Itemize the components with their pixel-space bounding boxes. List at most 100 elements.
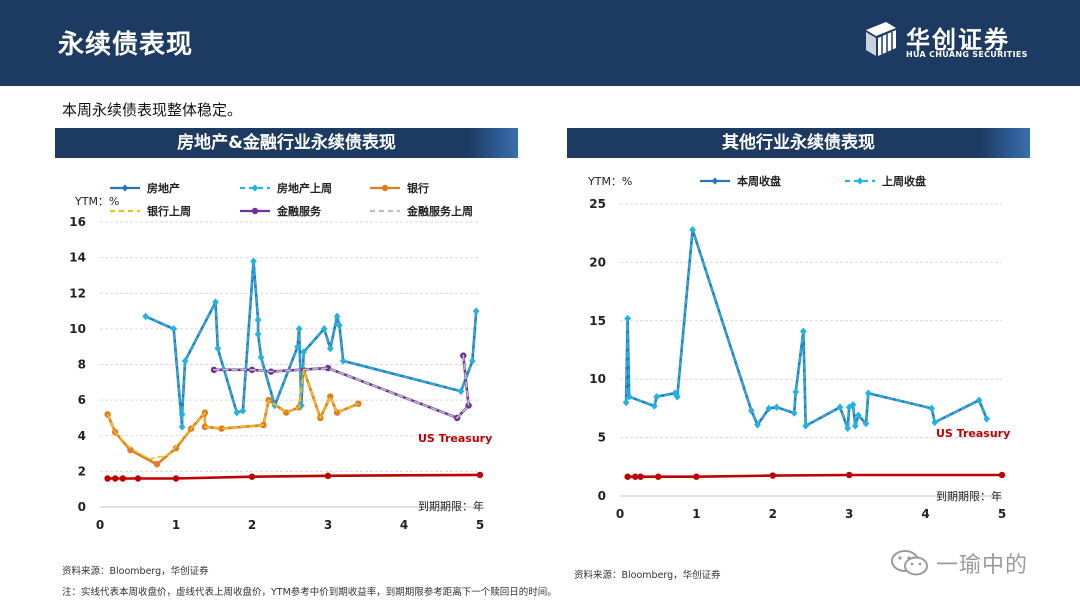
chart1-data-point xyxy=(112,475,119,482)
chart2-data-point xyxy=(651,402,658,410)
chart1-data-point xyxy=(134,475,142,482)
chart1-data-point xyxy=(178,423,186,431)
panel-title-right-text: 其他行业永续债表现 xyxy=(722,133,875,153)
chart1-legend-item-marker xyxy=(381,184,389,192)
chart1-data-point xyxy=(250,257,257,265)
chart2-data-point xyxy=(689,226,696,234)
chart2-x-tick-label: 5 xyxy=(998,507,1006,521)
chart1-data-point xyxy=(119,475,127,482)
chart2-data-point xyxy=(674,393,681,401)
chart2-data-point xyxy=(855,411,862,420)
chart1-data-point xyxy=(333,312,341,321)
chart1-y-axis-title: YTM：% xyxy=(74,195,119,208)
watermark-text: 一瑜中的 xyxy=(936,553,1029,578)
chart1-x-tick-label: 0 xyxy=(96,518,104,532)
chart2-data-point xyxy=(792,388,799,396)
source-note-left: 资料来源：Bloomberg，华创证券 xyxy=(62,566,209,577)
chart1-data-point xyxy=(239,407,247,415)
chart2-legend-item-marker xyxy=(711,177,719,185)
chart1-x-tick-label: 1 xyxy=(172,518,180,532)
watermark: 一瑜中的 xyxy=(890,547,1060,578)
chart1-data-point xyxy=(172,445,180,452)
chart1-series-line xyxy=(213,354,470,419)
chart1-data-point xyxy=(257,353,265,361)
panel-title-left: 房地产&金融行业永续债表现 xyxy=(55,128,518,158)
chart1-data-point xyxy=(340,357,347,365)
chart2-data-point xyxy=(983,415,990,423)
chart2-legend-item-label: 上周收盘 xyxy=(882,174,926,188)
chart1-data-point xyxy=(469,357,476,365)
chart1-data-point xyxy=(181,357,189,365)
chart2-treasury-annotation: US Treasury xyxy=(936,427,1010,440)
chart2-data-point xyxy=(865,389,872,397)
logo-mark-icon xyxy=(866,22,896,56)
chart2-data-point xyxy=(975,396,983,404)
chart2-data-point xyxy=(671,389,679,397)
chart1-data-point xyxy=(336,321,343,329)
chart2-data-point xyxy=(802,422,809,430)
chart2-legend-item-marker xyxy=(856,177,864,185)
chart1-data-point xyxy=(327,344,334,353)
chart1-y-tick-label: 6 xyxy=(78,393,86,407)
chart1-data-point xyxy=(295,325,303,333)
chart1-data-point xyxy=(457,387,465,395)
chart2-data-point xyxy=(655,473,662,480)
chart2-data-point xyxy=(928,404,935,412)
header-bar: 永续债表现 华创证券 HUA CHUANG SECURITIES xyxy=(0,0,1080,86)
page-title: 永续债表现 xyxy=(58,30,194,60)
chart1-data-point xyxy=(476,471,484,479)
chart2-data-point xyxy=(765,404,773,412)
chart2-x-tick-label: 0 xyxy=(616,507,624,521)
chart2-data-point xyxy=(769,472,776,479)
chart2-legend-item-label: 本周收盘 xyxy=(737,174,781,188)
chart1-data-point xyxy=(254,316,262,324)
chart2-data-point xyxy=(800,327,807,335)
chart1-legend-item-marker xyxy=(121,184,129,192)
chart1-data-point xyxy=(153,461,161,468)
chart1-data-point xyxy=(178,410,186,418)
logo-text-cn: 华创证券 xyxy=(906,26,1010,54)
chart1-data-point xyxy=(218,425,225,432)
chart2-data-point xyxy=(625,393,633,401)
chart1-y-tick-label: 10 xyxy=(69,322,86,336)
chart1-data-point xyxy=(294,343,301,351)
footnote: 注：实线代表本周收盘价，虚线代表上周收盘价，YTM参考中价到期收益率，到期期限参… xyxy=(62,587,557,598)
chart1-legend-item-label: 金融服务 xyxy=(276,204,322,218)
chart1-data-point xyxy=(104,475,111,482)
chart1-legend-item-label: 银行 xyxy=(407,181,429,195)
chart2-x-tick-label: 4 xyxy=(921,507,929,521)
chart1-legend-item-marker xyxy=(251,184,259,192)
chart1-data-point xyxy=(142,312,149,321)
chart2-y-tick-label: 20 xyxy=(589,255,606,269)
chart1-data-point xyxy=(321,325,328,333)
chart2-data-point xyxy=(836,403,844,411)
chart1-legend-item-label: 房地产上周 xyxy=(277,181,332,195)
panel-title-accent xyxy=(468,128,518,158)
chart2-y-tick-label: 25 xyxy=(589,197,606,211)
chart1-legend-item-marker xyxy=(251,207,259,215)
chart2-x-tick-label: 3 xyxy=(845,507,853,521)
chart1-data-point xyxy=(333,409,341,416)
chart1-x-axis-title: 到期期限：年 xyxy=(418,499,484,513)
chart2-data-point xyxy=(931,418,938,427)
chart2-data-point xyxy=(846,471,853,479)
chart1-data-point xyxy=(214,344,221,353)
chart1-x-tick-label: 3 xyxy=(324,518,332,532)
chart2-y-tick-label: 10 xyxy=(589,372,606,386)
chart2-series-line xyxy=(626,473,1004,479)
chart2-data-point xyxy=(754,421,761,429)
chart2-data-point xyxy=(693,473,700,480)
chart1-y-tick-label: 4 xyxy=(78,429,86,443)
chart2-data-point xyxy=(844,424,851,432)
chart2-data-point xyxy=(637,473,644,480)
chart2-data-point xyxy=(852,422,859,430)
chart2-data-point xyxy=(846,403,853,411)
chart1-data-point xyxy=(170,325,177,333)
chart1-y-tick-label: 14 xyxy=(69,251,86,265)
chart2-data-point xyxy=(862,419,870,428)
chart2-y-tick-label: 0 xyxy=(598,489,606,503)
chart1-data-point xyxy=(473,307,480,315)
chart2-data-point xyxy=(748,407,755,415)
chart2-data-point xyxy=(624,314,631,323)
